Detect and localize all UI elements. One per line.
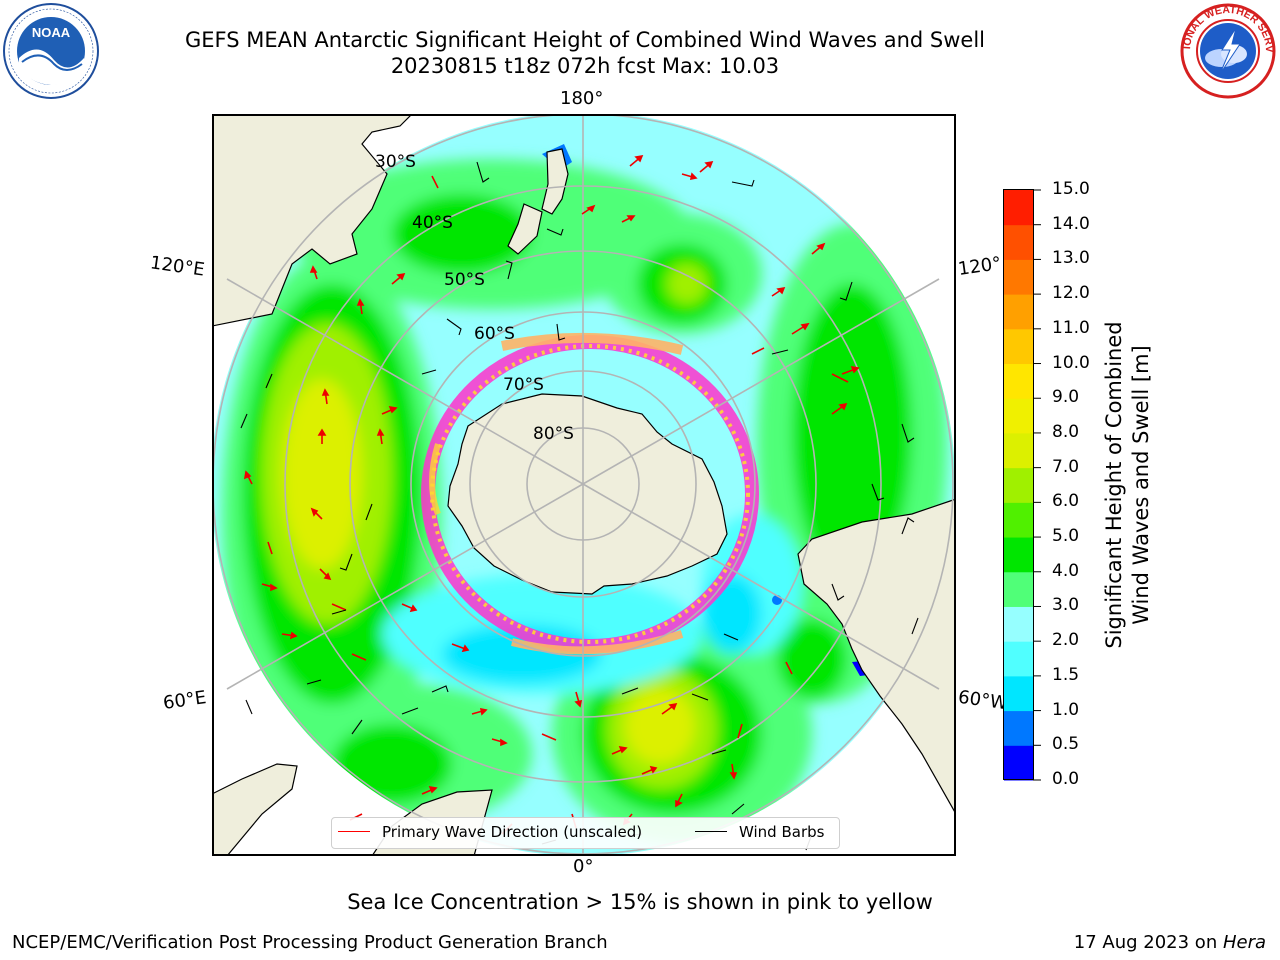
legend-wave-label: Primary Wave Direction (unscaled) bbox=[382, 823, 643, 841]
colorbar-segment bbox=[1004, 294, 1034, 330]
colorbar-tick-label: 0.5 bbox=[1052, 734, 1080, 755]
noaa-logo-text: NOAA bbox=[32, 25, 71, 40]
colorbar-segment bbox=[1004, 606, 1034, 642]
colorbar-label-line1: Significant Height of Combined bbox=[1102, 321, 1126, 649]
colorbar-ticks bbox=[1033, 189, 1041, 781]
lat-label-50s: 50°S bbox=[444, 270, 485, 290]
colorbar-segment bbox=[1004, 190, 1034, 226]
lat-label-40s: 40°S bbox=[412, 213, 453, 233]
colorbar-tick-label: 7.0 bbox=[1052, 456, 1080, 477]
lon-label-120e: 120°E bbox=[148, 252, 206, 281]
legend-barb-label: Wind Barbs bbox=[739, 823, 825, 841]
colorbar-segment bbox=[1004, 432, 1034, 469]
colorbar-label-line2: Wind Waves and Swell [m] bbox=[1129, 345, 1153, 625]
colorbar-tick-label: 10.0 bbox=[1052, 352, 1090, 373]
lat-label-80s: 80°S bbox=[533, 424, 574, 444]
colorbar-tick-label: 8.0 bbox=[1052, 421, 1080, 442]
wave-height-field bbox=[213, 115, 954, 854]
lon-label-0: 0° bbox=[573, 856, 594, 877]
lat-label-60s: 60°S bbox=[474, 324, 515, 344]
sea-ice-note: Sea Ice Concentration > 15% is shown in … bbox=[347, 890, 933, 914]
colorbar-tick-label: 12.0 bbox=[1052, 283, 1090, 304]
colorbar-tick-label: 5.0 bbox=[1052, 526, 1080, 547]
colorbar-segment bbox=[1004, 467, 1034, 503]
legend-wave-line bbox=[338, 831, 370, 832]
colorbar-segment bbox=[1004, 641, 1034, 677]
colorbar-segment bbox=[1004, 710, 1034, 746]
colorbar-tick-label: 13.0 bbox=[1052, 248, 1090, 269]
colorbar-tick-label: 14.0 bbox=[1052, 213, 1090, 234]
colorbar-segment bbox=[1004, 745, 1034, 781]
colorbar-tick-label: 4.0 bbox=[1052, 560, 1080, 581]
colorbar-segment bbox=[1004, 224, 1034, 260]
colorbar-tick-label: 3.0 bbox=[1052, 595, 1080, 616]
legend-barb-line bbox=[695, 831, 727, 832]
lon-label-60w: 60°W bbox=[956, 686, 1009, 715]
nws-logo: NATIONAL WEATHER SERVICE bbox=[1178, 2, 1276, 99]
colorbar-tick-label: 15.0 bbox=[1052, 179, 1090, 199]
lon-label-60e: 60°E bbox=[161, 687, 208, 714]
colorbar-tick-label: 6.0 bbox=[1052, 491, 1080, 512]
footer-host: Hera bbox=[1222, 932, 1266, 953]
map-title: GEFS MEAN Antarctic Significant Height o… bbox=[184, 28, 986, 52]
footer-date: 17 Aug 2023 on Hera bbox=[1074, 932, 1266, 953]
wave-direction-arrows bbox=[243, 154, 860, 835]
landmasses bbox=[213, 115, 954, 854]
colorbar-label: Significant Height of Combined Wind Wave… bbox=[1101, 305, 1155, 665]
map-frame bbox=[212, 114, 956, 856]
lat-label-30s: 30°S bbox=[375, 152, 416, 172]
colorbar-segment bbox=[1004, 398, 1034, 434]
colorbar-segment bbox=[1004, 328, 1034, 365]
wind-barbs bbox=[240, 161, 919, 851]
colorbar-tick-label: 1.0 bbox=[1052, 699, 1080, 720]
colorbar-segment bbox=[1004, 571, 1034, 607]
footer-date-text: 17 Aug 2023 on bbox=[1073, 932, 1223, 953]
sea-ice-ring bbox=[421, 332, 759, 655]
graticule bbox=[213, 115, 954, 854]
colorbar bbox=[1003, 189, 1034, 781]
colorbar-tick-label: 11.0 bbox=[1052, 317, 1090, 338]
lon-label-120w: 120° bbox=[956, 253, 1003, 280]
colorbar-segment bbox=[1004, 363, 1034, 399]
map-legend: Primary Wave Direction (unscaled) Wind B… bbox=[331, 817, 840, 849]
colorbar-segment bbox=[1004, 537, 1034, 573]
lat-label-70s: 70°S bbox=[503, 375, 544, 395]
colorbar-tick-label: 0.0 bbox=[1052, 769, 1080, 789]
map-subtitle: 20230815 t18z 072h fcst Max: 10.03 bbox=[390, 54, 780, 78]
lon-label-180: 180° bbox=[560, 88, 604, 109]
colorbar-segment bbox=[1004, 502, 1034, 538]
colorbar-tick-label: 2.0 bbox=[1052, 630, 1080, 651]
colorbar-segment bbox=[1004, 675, 1034, 712]
footer-credit: NCEP/EMC/Verification Post Processing Pr… bbox=[12, 932, 608, 953]
colorbar-tick-label: 9.0 bbox=[1052, 387, 1080, 408]
colorbar-segment bbox=[1004, 259, 1034, 295]
polar-map bbox=[212, 114, 956, 856]
noaa-logo: NOAA bbox=[3, 3, 99, 99]
colorbar-tick-label: 1.5 bbox=[1052, 664, 1080, 685]
